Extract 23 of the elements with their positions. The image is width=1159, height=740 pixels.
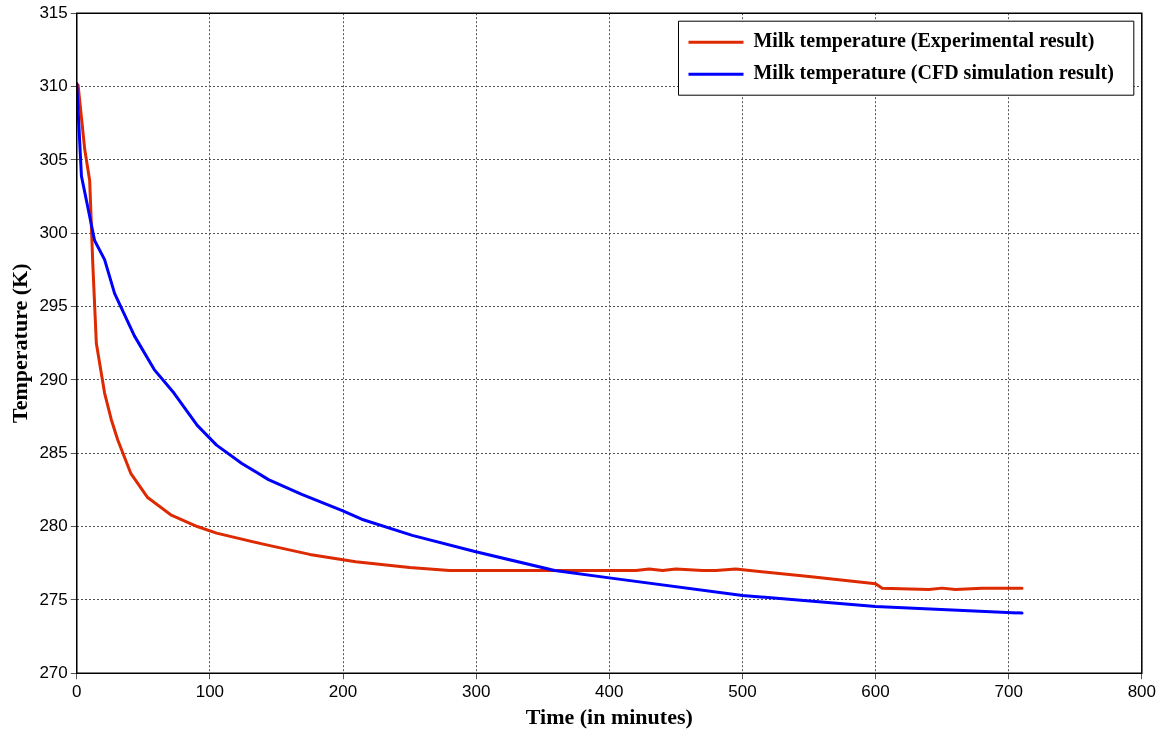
y-tick-label: 270 (39, 662, 68, 682)
x-tick-label: 100 (195, 682, 225, 702)
y-axis-title: Temperature (K) (6, 263, 32, 423)
x-tick-label: 300 (461, 682, 491, 702)
y-tick-label: 305 (39, 149, 68, 169)
x-tick-label: 700 (994, 682, 1023, 702)
legend-label: Milk temperature (Experimental result) (753, 29, 1095, 53)
y-tick-label: 310 (39, 76, 68, 96)
x-tick-label: 600 (861, 682, 890, 702)
y-tick-label: 285 (39, 442, 68, 462)
y-tick-label: 290 (39, 369, 68, 389)
x-tick-label: 400 (595, 682, 624, 702)
x-axis-title: Time (in minutes) (525, 704, 693, 730)
y-tick-label: 315 (39, 2, 68, 22)
x-tick-label: 200 (328, 682, 358, 702)
legend-label: Milk temperature (CFD simulation result) (753, 61, 1114, 85)
y-tick-label: 300 (39, 222, 68, 242)
y-tick-label: 295 (39, 296, 68, 316)
y-tick-label: 275 (39, 589, 68, 609)
x-tick-label: 0 (72, 682, 82, 702)
x-tick-label: 500 (728, 682, 757, 702)
y-tick-label: 280 (39, 516, 68, 536)
x-tick-label: 800 (1127, 682, 1157, 702)
